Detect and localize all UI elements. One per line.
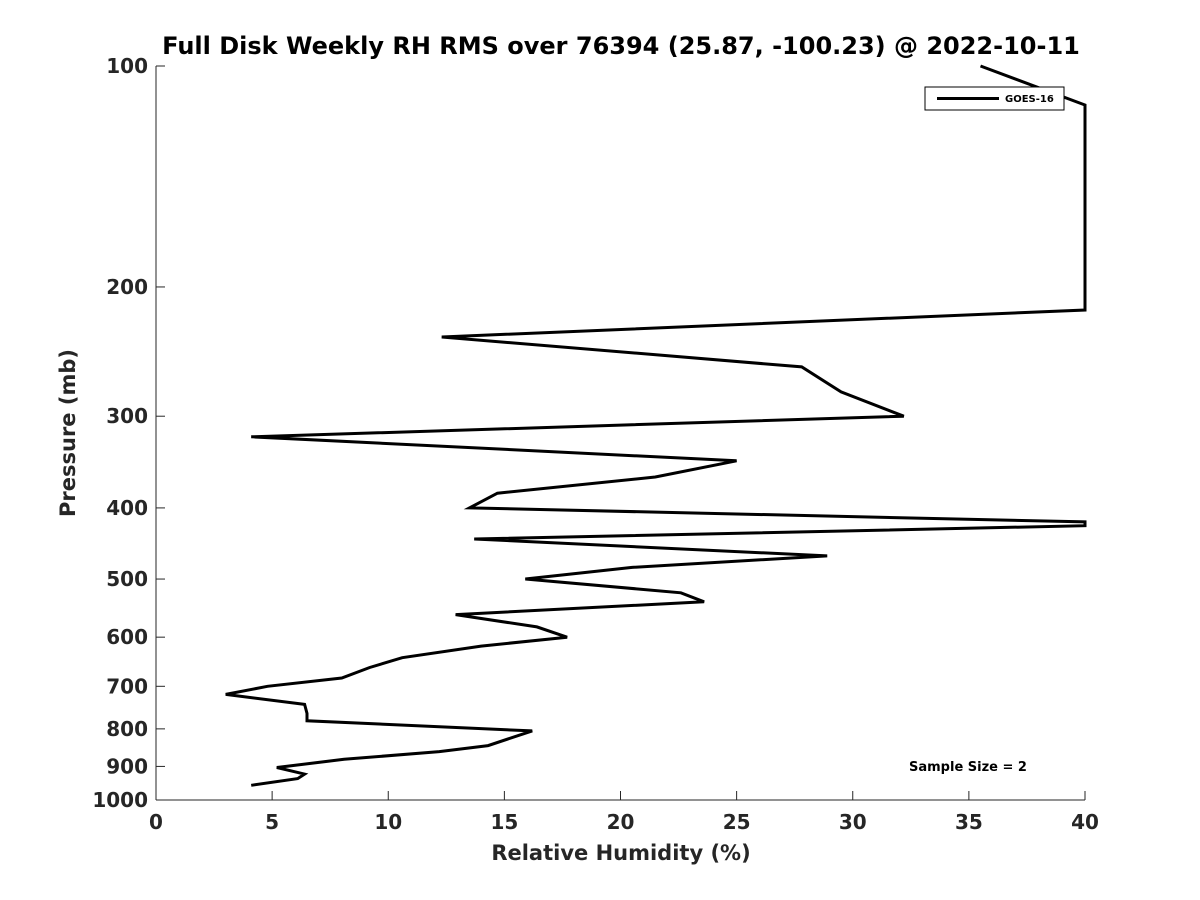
y-tick-label-500: 500 [106, 567, 148, 591]
x-tick-label-20: 20 [607, 810, 635, 834]
plot-frame [155, 66, 1085, 801]
legend: GOES-16 [924, 86, 1065, 111]
x-tick-label-35: 35 [955, 810, 983, 834]
y-tick-label-400: 400 [106, 496, 148, 520]
y-tick-label-700: 700 [106, 674, 148, 698]
sample-size-annotation: Sample Size = 2 [909, 760, 1027, 775]
x-axis-label: Relative Humidity (%) [491, 841, 750, 865]
y-tick-label-1000: 1000 [92, 788, 148, 812]
y-axis-label: Pressure (mb) [56, 349, 80, 517]
x-tick-label-25: 25 [723, 810, 751, 834]
y-tick-label-200: 200 [106, 275, 148, 299]
x-tick-label-0: 0 [149, 810, 163, 834]
y-tick-label-600: 600 [106, 625, 148, 649]
y-tick-label-900: 900 [106, 754, 148, 778]
series-layer [225, 64, 1087, 787]
chart-title: Full Disk Weekly RH RMS over 76394 (25.8… [162, 32, 1080, 60]
x-axis-ticks: 0 5 10 15 20 25 30 35 40 [149, 791, 1099, 834]
legend-label-goes-16: GOES-16 [1005, 94, 1054, 105]
x-tick-label-5: 5 [265, 810, 279, 834]
x-tick-label-30: 30 [839, 810, 867, 834]
y-tick-label-300: 300 [106, 404, 148, 428]
x-tick-label-10: 10 [374, 810, 402, 834]
y-axis-ticks: 100 200 300 400 500 600 700 800 900 1000 [92, 54, 165, 812]
series-line-goes-16 [225, 64, 1087, 787]
x-tick-label-40: 40 [1071, 810, 1099, 834]
y-tick-label-100: 100 [106, 54, 148, 78]
y-tick-label-800: 800 [106, 717, 148, 741]
x-tick-label-15: 15 [490, 810, 518, 834]
